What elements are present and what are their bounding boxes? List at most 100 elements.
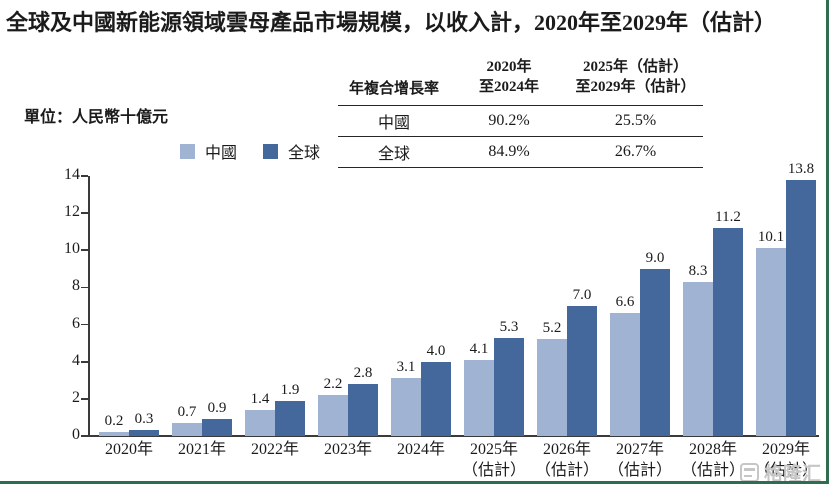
bar-全球-2022年: 1.9 [275, 382, 305, 436]
bar-value-label: 0.2 [104, 413, 124, 430]
x-tick-estimate: （估計） [461, 461, 527, 479]
bar-全球-2028年: 11.2 [713, 209, 743, 436]
table-row: 中國 90.2% 25.5% [338, 106, 703, 136]
y-tick-label: 6 [72, 314, 80, 332]
bar-value-label: 4.0 [426, 342, 446, 359]
bar-value-label: 5.3 [499, 318, 519, 335]
bar-中國-2026年: 5.2 [537, 320, 567, 436]
bar-中國-2027年: 6.6 [610, 294, 640, 436]
bar-value-label: 0.9 [207, 400, 227, 417]
bar-全球-2020年: 0.3 [129, 411, 159, 436]
row-label-china: 中國 [377, 114, 410, 132]
bar-value-label: 0.3 [134, 411, 154, 428]
y-tick-mark [81, 212, 88, 214]
bar-group-2020年: 0.2 0.3 2020年 [99, 176, 159, 458]
bar-中國-2025年: 4.1 [464, 341, 494, 436]
bar-value-label: 2.8 [353, 365, 373, 381]
bar-value-label: 1.9 [280, 381, 300, 398]
bar-value-label: 1.4 [250, 391, 270, 407]
y-tick-mark [81, 286, 88, 289]
cagr-header-2025-2029: 2025年（估計） 至2029年（估計） [575, 59, 696, 96]
x-tick-estimate: （估計） [680, 461, 746, 479]
global-swatch-icon [263, 143, 279, 159]
bar-value-label: 9.0 [645, 249, 665, 266]
china-cagr-2025-2029: 25.5% [614, 111, 657, 129]
bar-group-2029年: 10.1 13.8 2029年 （估計） [754, 161, 818, 479]
bar-全球-2025年: 5.3 [494, 319, 524, 436]
global-cagr-2025-2029: 26.7% [614, 142, 657, 160]
china-cagr-2020-2024: 90.2% [488, 111, 530, 129]
bar-group-2021年: 0.7 0.9 2021年 [172, 176, 232, 458]
y-tick-mark [81, 435, 88, 437]
x-tick-label: 2025年 （估計） [462, 440, 526, 482]
y-tick-label: 8 [72, 277, 80, 295]
y-tick-mark [81, 323, 88, 326]
global-cagr-2020-2024: 84.9% [488, 142, 530, 160]
y-axis-line [88, 176, 90, 437]
bar-中國-2023年: 2.2 [318, 376, 348, 436]
x-axis-line [88, 435, 819, 437]
legend-item-china: 中國 [180, 139, 237, 163]
cagr-table: 年複合增長率 2020年 至2024年 2025年（估計） 至2029年（估計）… [338, 57, 703, 168]
bar-全球-2021年: 0.9 [202, 400, 232, 436]
x-tick-label: 2023年 [324, 440, 372, 461]
bar-group-2028年: 8.3 11.2 2028年 （估計） [681, 176, 745, 479]
row-label-global: 全球 [377, 145, 410, 163]
x-tick-estimate: （估計） [534, 461, 600, 479]
x-tick-label: 2028年 （估計） [681, 440, 745, 482]
x-tick-label: 2029年 （估計） [754, 440, 818, 482]
bar-value-label: 6.6 [615, 294, 635, 311]
chart-legend: 中國 全球 [180, 139, 320, 163]
bar-中國-2020年: 0.2 [99, 413, 129, 436]
green-border-bottom [0, 481, 829, 484]
y-tick-mark [81, 249, 88, 252]
figure-title: 全球及中國新能源領域雲母產品市場規模，以收入計，2020年至2029年（估計） [6, 10, 777, 35]
table-rule [338, 104, 703, 106]
x-tick-year: 2024年 [396, 441, 446, 458]
bar-value-label: 4.1 [469, 340, 489, 357]
y-tick-mark [81, 360, 88, 363]
bar-全球-2024年: 4.0 [421, 343, 451, 436]
y-tick-mark [81, 175, 88, 177]
bar-全球-2023年: 2.8 [348, 365, 378, 436]
bar-中國-2022年: 1.4 [245, 391, 275, 436]
cagr-header-2020-2024: 2020年 至2024年 [478, 59, 539, 96]
china-swatch-icon [180, 143, 195, 159]
x-tick-year: 2028年 [688, 441, 738, 458]
bar-group-2025年: 4.1 5.3 2025年 （估計） [462, 176, 526, 479]
bar-全球-2026年: 7.0 [567, 287, 597, 436]
bar-中國-2029年: 10.1 [756, 229, 786, 436]
y-tick-label: 10 [64, 240, 80, 258]
bar-value-label: 3.1 [396, 359, 416, 376]
bar-group-2026年: 5.2 7.0 2026年 （估計） [535, 176, 599, 479]
watermark-text: 格隆汇 [764, 464, 822, 485]
cagr-header-metric: 年複合增長率 [348, 80, 439, 97]
x-tick-year: 2020年 [104, 441, 154, 458]
bar-全球-2027年: 9.0 [640, 250, 670, 436]
bar-中國-2028年: 8.3 [683, 263, 713, 436]
x-tick-year: 2022年 [250, 441, 300, 458]
y-tick-label: 4 [72, 351, 80, 369]
bar-value-label: 2.2 [323, 376, 343, 393]
bar-value-label: 7.0 [572, 287, 592, 303]
y-tick-mark [81, 398, 88, 400]
bar-value-label: 10.1 [757, 229, 785, 246]
x-tick-label: 2024年 [397, 440, 445, 461]
gelonghui-logo-icon [740, 463, 759, 482]
bar-value-label: 8.3 [688, 262, 708, 279]
bar-value-label: 0.7 [177, 404, 197, 420]
table-rule [338, 135, 703, 137]
bar-全球-2029年: 13.8 [786, 161, 816, 436]
bar-group-2027年: 6.6 9.0 2027年 （估計） [608, 176, 672, 479]
legend-label-china: 中國 [205, 145, 238, 162]
x-tick-label: 2026年 （估計） [535, 440, 599, 482]
y-tick-label: 2 [72, 388, 80, 406]
table-rule [338, 166, 703, 168]
x-tick-year: 2025年 [469, 441, 519, 458]
bar-value-label: 5.2 [542, 320, 562, 337]
bar-value-label: 11.2 [715, 209, 741, 225]
legend-item-global: 全球 [263, 139, 320, 163]
bar-value-label: 13.8 [787, 160, 815, 177]
bar-中國-2024年: 3.1 [391, 359, 421, 436]
